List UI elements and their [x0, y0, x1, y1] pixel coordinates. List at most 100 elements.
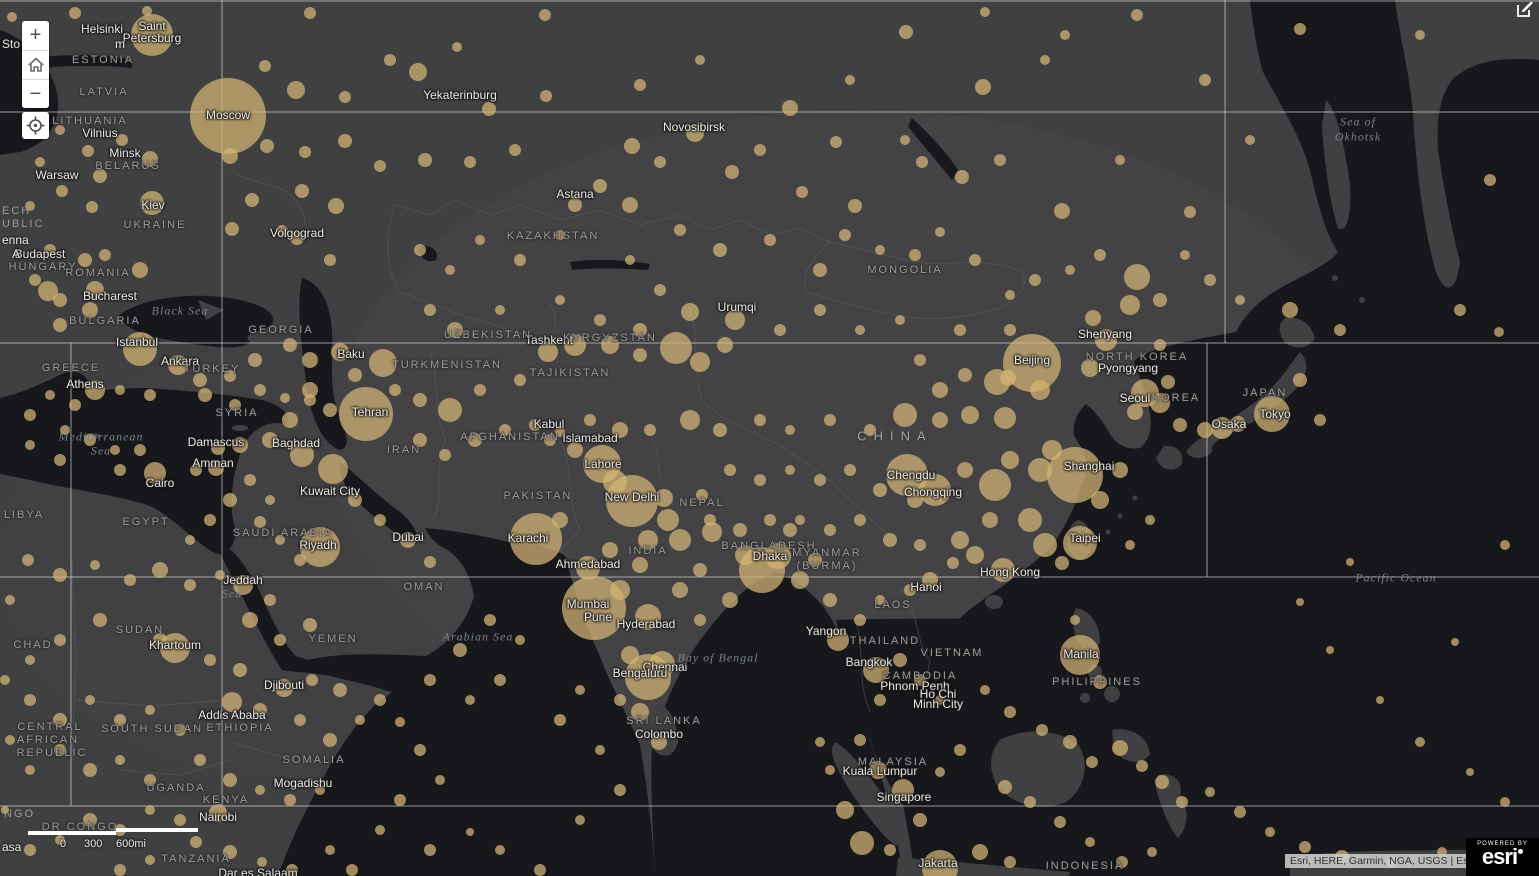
city-bubble[interactable]: [209, 804, 227, 822]
city-bubble[interactable]: [55, 835, 65, 845]
city-bubble[interactable]: [1173, 418, 1187, 432]
city-bubble[interactable]: [575, 815, 585, 825]
city-bubble[interactable]: [783, 523, 797, 537]
city-bubble[interactable]: [229, 399, 241, 411]
city-bubble[interactable]: [25, 440, 35, 450]
city-bubble[interactable]: [248, 353, 262, 367]
city-bubble[interactable]: [0, 675, 10, 685]
city-bubble[interactable]: [674, 224, 686, 236]
city-bubble[interactable]: [452, 42, 462, 52]
city-bubble[interactable]: [110, 445, 120, 455]
city-bubble[interactable]: [145, 705, 155, 715]
city-bubble[interactable]: [223, 773, 237, 787]
city-bubble[interactable]: [211, 441, 225, 455]
city-bubble[interactable]: [144, 389, 156, 401]
city-bubble[interactable]: [593, 179, 607, 193]
city-bubble[interactable]: [324, 254, 336, 266]
city-bubble[interactable]: [1235, 295, 1245, 305]
city-bubble[interactable]: [185, 535, 195, 545]
city-bubble[interactable]: [242, 612, 258, 628]
city-bubble[interactable]: [958, 368, 972, 382]
city-bubble[interactable]: [1293, 373, 1307, 387]
city-bubble[interactable]: [1018, 508, 1042, 532]
city-bubble[interactable]: [315, 785, 325, 795]
city-bubble[interactable]: [947, 557, 959, 569]
city-bubble[interactable]: [1314, 414, 1326, 426]
city-bubble[interactable]: [1081, 359, 1099, 377]
city-bubble[interactable]: [99, 249, 111, 261]
city-bubble[interactable]: [864, 424, 876, 436]
city-bubble[interactable]: [424, 844, 436, 856]
city-bubble[interactable]: [53, 568, 67, 582]
city-bubble[interactable]: [85, 380, 105, 400]
city-bubble[interactable]: [1145, 515, 1155, 525]
city-bubble[interactable]: [914, 539, 926, 551]
city-bubble[interactable]: [1003, 334, 1061, 392]
city-bubble[interactable]: [282, 412, 298, 428]
city-bubble[interactable]: [145, 805, 155, 815]
city-bubble[interactable]: [495, 305, 505, 315]
city-bubble[interactable]: [696, 489, 708, 501]
city-bubble[interactable]: [824, 414, 836, 426]
city-bubble[interactable]: [1127, 404, 1143, 420]
city-bubble[interactable]: [994, 407, 1016, 429]
city-bubble[interactable]: [144, 774, 156, 786]
city-bubble[interactable]: [791, 571, 809, 589]
city-bubble[interactable]: [975, 79, 991, 95]
city-bubble[interactable]: [302, 352, 318, 368]
city-bubble[interactable]: [514, 374, 526, 386]
city-bubble[interactable]: [824, 524, 836, 536]
city-bubble[interactable]: [893, 403, 917, 427]
city-bubble[interactable]: [672, 582, 688, 598]
city-bubble[interactable]: [85, 695, 95, 705]
city-bubble[interactable]: [919, 474, 951, 506]
city-bubble[interactable]: [116, 134, 128, 146]
city-bubble[interactable]: [495, 845, 505, 855]
city-bubble[interactable]: [951, 531, 969, 549]
city-bubble[interactable]: [445, 265, 455, 275]
city-bubble[interactable]: [190, 836, 202, 848]
city-bubble[interactable]: [374, 160, 386, 172]
city-bubble[interactable]: [994, 154, 1006, 166]
city-bubble[interactable]: [575, 685, 585, 695]
city-bubble[interactable]: [1063, 526, 1097, 560]
city-bubble[interactable]: [374, 514, 386, 526]
city-bubble[interactable]: [124, 574, 136, 586]
city-bubble[interactable]: [603, 470, 627, 494]
city-bubble[interactable]: [303, 618, 317, 632]
city-bubble[interactable]: [884, 844, 896, 856]
city-bubble[interactable]: [168, 355, 188, 375]
city-bubble[interactable]: [907, 492, 923, 508]
city-bubble[interactable]: [1296, 598, 1304, 606]
city-bubble[interactable]: [29, 274, 41, 286]
city-bubble[interactable]: [601, 336, 619, 354]
city-bubble[interactable]: [114, 864, 126, 876]
city-bubble[interactable]: [348, 368, 362, 382]
city-bubble[interactable]: [966, 546, 984, 564]
city-bubble[interactable]: [1004, 856, 1016, 868]
city-bubble[interactable]: [233, 663, 247, 677]
city-bubble[interactable]: [900, 135, 910, 145]
city-bubble[interactable]: [394, 794, 406, 806]
city-bubble[interactable]: [435, 775, 445, 785]
city-bubble[interactable]: [482, 102, 496, 116]
city-bubble[interactable]: [724, 464, 736, 476]
city-bubble[interactable]: [1005, 290, 1015, 300]
city-bubble[interactable]: [839, 229, 851, 241]
city-bubble[interactable]: [1093, 675, 1107, 689]
city-bubble[interactable]: [1065, 265, 1075, 275]
city-bubble[interactable]: [954, 324, 966, 336]
city-bubble[interactable]: [193, 373, 207, 387]
city-bubble[interactable]: [1054, 203, 1070, 219]
city-bubble[interactable]: [338, 134, 352, 148]
city-bubble[interactable]: [1176, 796, 1188, 808]
city-bubble[interactable]: [276, 225, 288, 237]
city-bubble[interactable]: [514, 254, 526, 266]
city-bubble[interactable]: [610, 580, 630, 600]
city-bubble[interactable]: [1299, 841, 1311, 853]
city-bubble[interactable]: [634, 79, 646, 91]
city-bubble[interactable]: [1070, 615, 1080, 625]
city-bubble[interactable]: [174, 814, 186, 826]
city-bubble[interactable]: [998, 780, 1012, 794]
city-bubble[interactable]: [1125, 540, 1135, 550]
